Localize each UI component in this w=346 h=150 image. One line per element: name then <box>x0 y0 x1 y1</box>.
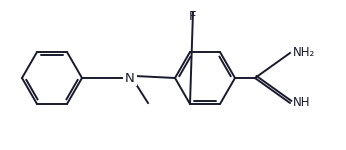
Text: N: N <box>125 72 135 84</box>
Text: F: F <box>189 10 197 23</box>
Text: NH: NH <box>293 96 310 110</box>
Text: NH₂: NH₂ <box>293 46 315 60</box>
